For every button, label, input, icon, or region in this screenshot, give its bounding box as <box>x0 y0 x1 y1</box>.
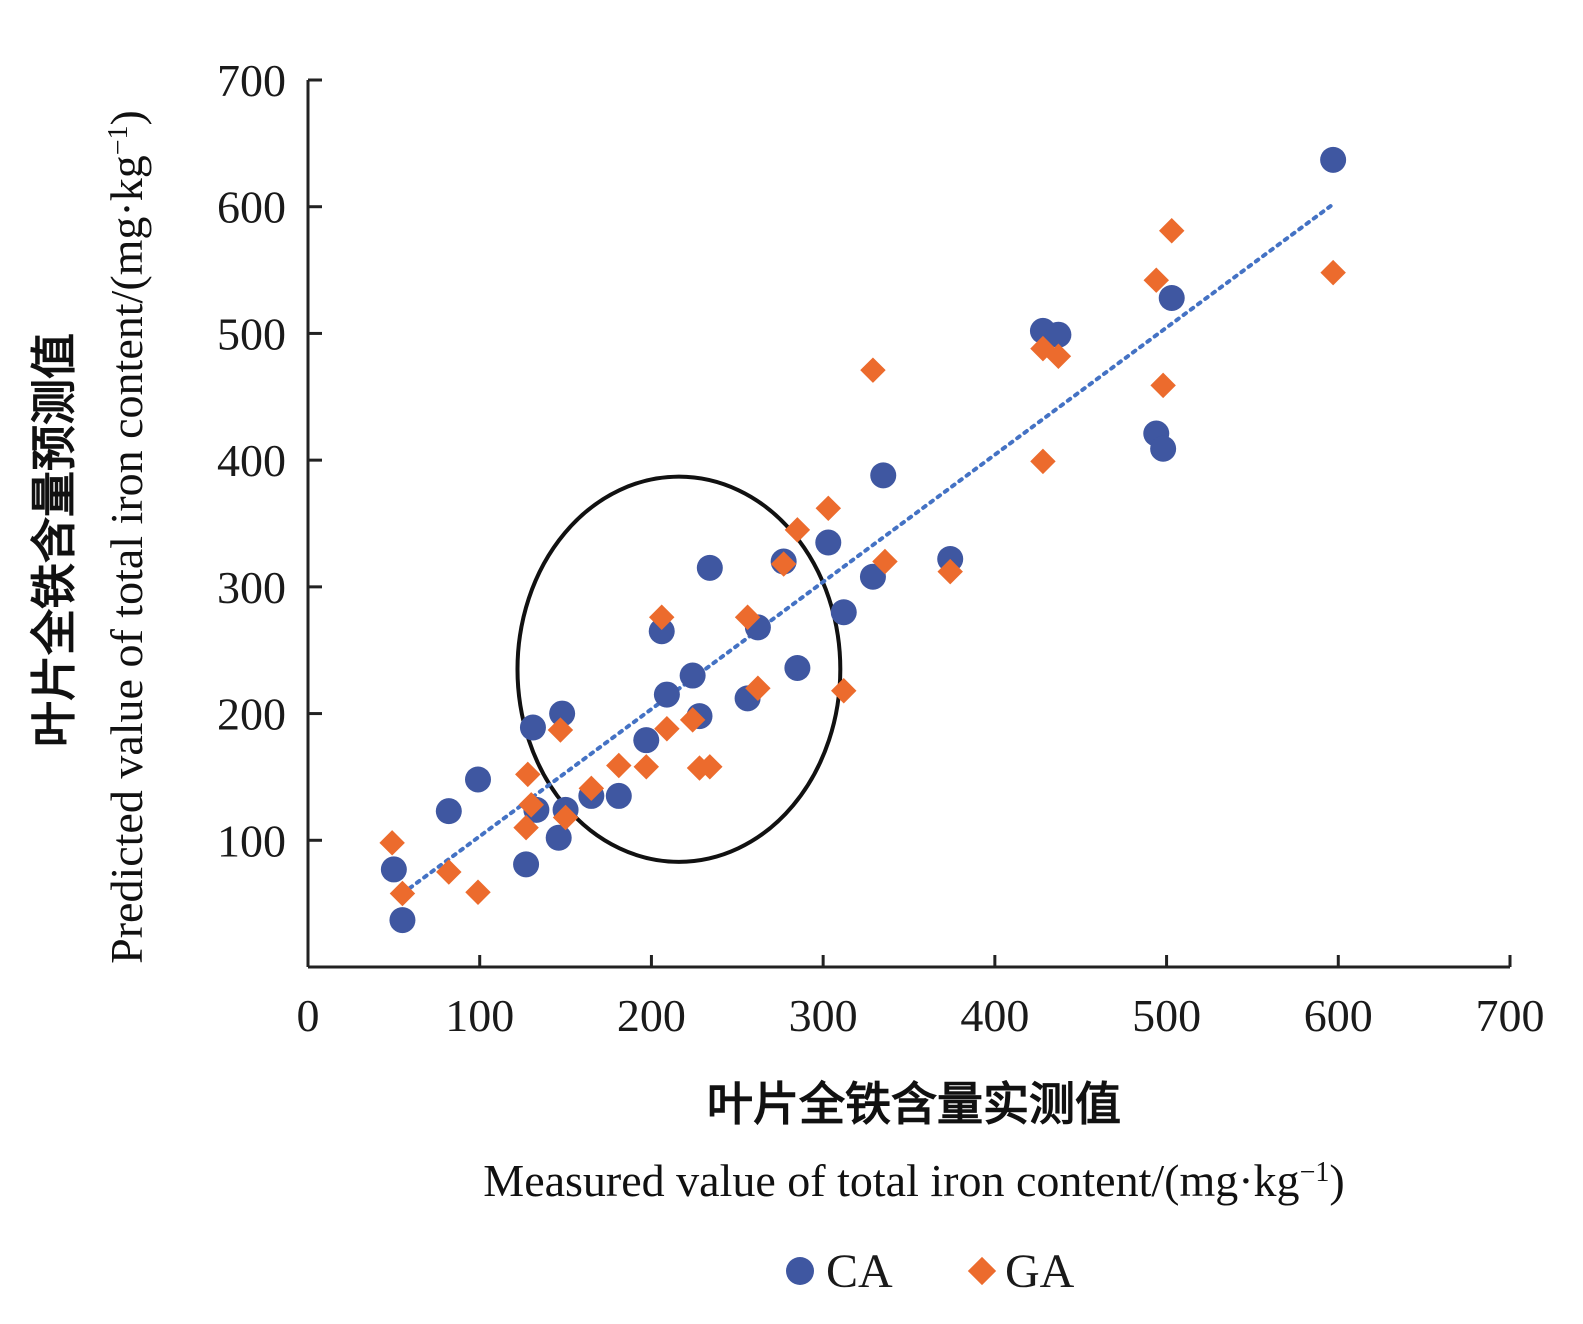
y-tick-label: 100 <box>217 815 286 866</box>
x-tick-label: 0 <box>297 990 320 1041</box>
ca-data-point <box>464 766 491 793</box>
ca-data-point <box>380 856 407 883</box>
ca-data-point <box>1158 284 1185 311</box>
x-tick-label: 700 <box>1476 990 1545 1041</box>
ca-data-point <box>519 714 546 741</box>
y-axis-title-english: Predicted value of total iron content/(m… <box>101 110 152 964</box>
ga-data-point <box>937 558 963 585</box>
plot-area <box>379 146 1347 934</box>
x-tick-label: 400 <box>960 990 1029 1041</box>
ca-data-point <box>815 529 842 556</box>
y-tick-label: 600 <box>217 182 286 233</box>
y-tick-label: 200 <box>217 689 286 740</box>
ca-data-point <box>1150 435 1177 462</box>
ga-data-point <box>1150 372 1176 399</box>
x-tick-label: 500 <box>1132 990 1201 1041</box>
y-axis-title-chinese: 叶片全铁含量预测值 <box>27 333 81 747</box>
ga-data-point <box>745 675 771 701</box>
y-tick-label: 400 <box>217 435 286 486</box>
y-axis-unit-close: ) <box>101 110 152 125</box>
x-tick-label: 300 <box>789 990 858 1041</box>
x-axis-title-text: Measured value of total iron content/(mg… <box>483 1155 1299 1206</box>
ga-data-point <box>770 551 797 577</box>
legend: CA GA <box>786 1245 1075 1298</box>
ca-data-point <box>545 824 572 851</box>
ga-data-point <box>784 517 811 543</box>
tick-labels: 0 100 200 300 400 500 600 700 100 200 300 400 500 600… <box>217 55 1545 1041</box>
x-axis-title-chinese: 叶片全铁含量实测值 <box>707 1077 1121 1131</box>
legend-ga-label: GA <box>1005 1245 1075 1298</box>
x-axis-unit-exponent: −1 <box>1300 1157 1330 1188</box>
ga-data-point <box>578 775 605 802</box>
ga-data-point <box>518 792 544 818</box>
series-ga <box>379 218 1346 907</box>
ca-data-point <box>784 654 811 681</box>
y-axis-title-text: Predicted value of total iron content/(m… <box>101 155 152 964</box>
ga-data-point <box>697 754 723 780</box>
y-axis-unit-exponent: −1 <box>103 125 134 155</box>
ga-data-point <box>606 752 632 779</box>
legend-ca-marker <box>786 1257 814 1285</box>
highlight-ellipse <box>515 474 843 864</box>
ga-data-point <box>436 859 462 885</box>
y-tick-label: 300 <box>217 562 286 613</box>
ga-data-point <box>734 604 761 630</box>
ga-data-point <box>860 357 886 383</box>
ga-data-point <box>1320 259 1346 286</box>
ga-data-point <box>465 879 491 905</box>
ca-data-point <box>549 700 576 727</box>
ga-data-point <box>649 604 675 630</box>
y-tick-label: 500 <box>217 308 286 359</box>
ca-data-point <box>679 662 706 689</box>
ca-data-point <box>830 599 857 626</box>
trend-line <box>400 202 1336 896</box>
ga-data-point <box>379 830 405 856</box>
series-ca <box>380 146 1347 934</box>
ga-data-point <box>552 804 579 831</box>
ca-data-point <box>435 798 462 825</box>
ga-data-point <box>633 754 660 780</box>
ga-data-point <box>513 814 539 841</box>
ca-data-point <box>696 554 723 581</box>
ca-data-point <box>1320 146 1347 173</box>
x-tick-label: 100 <box>445 990 514 1041</box>
ca-data-point <box>653 681 680 708</box>
ga-data-point <box>1030 448 1056 475</box>
ga-data-point <box>389 880 416 907</box>
ga-data-point <box>654 716 680 742</box>
x-tick-label: 600 <box>1304 990 1373 1041</box>
x-axis-unit-close: ) <box>1329 1155 1344 1206</box>
ca-data-point <box>1045 321 1072 348</box>
ca-data-point <box>870 462 897 489</box>
ca-data-point <box>389 907 416 934</box>
ga-data-point <box>872 548 898 575</box>
ca-data-point <box>513 851 540 878</box>
legend-ca-label: CA <box>826 1245 893 1298</box>
x-tick-label: 200 <box>617 990 686 1041</box>
ca-data-point <box>633 727 660 754</box>
ga-data-point <box>815 495 842 522</box>
ca-data-point <box>859 563 886 590</box>
ga-data-point <box>679 707 706 733</box>
ca-data-point <box>605 782 632 809</box>
y-tick-label: 700 <box>217 55 286 106</box>
x-axis-title-english: Measured value of total iron content/(mg… <box>483 1155 1344 1206</box>
ga-data-point <box>831 678 857 704</box>
ga-data-point <box>515 761 541 788</box>
ga-data-point <box>1158 218 1185 244</box>
axes <box>306 78 1512 969</box>
ca-data-point <box>648 618 675 645</box>
legend-ga-marker <box>967 1256 997 1286</box>
ga-data-point <box>547 717 574 743</box>
